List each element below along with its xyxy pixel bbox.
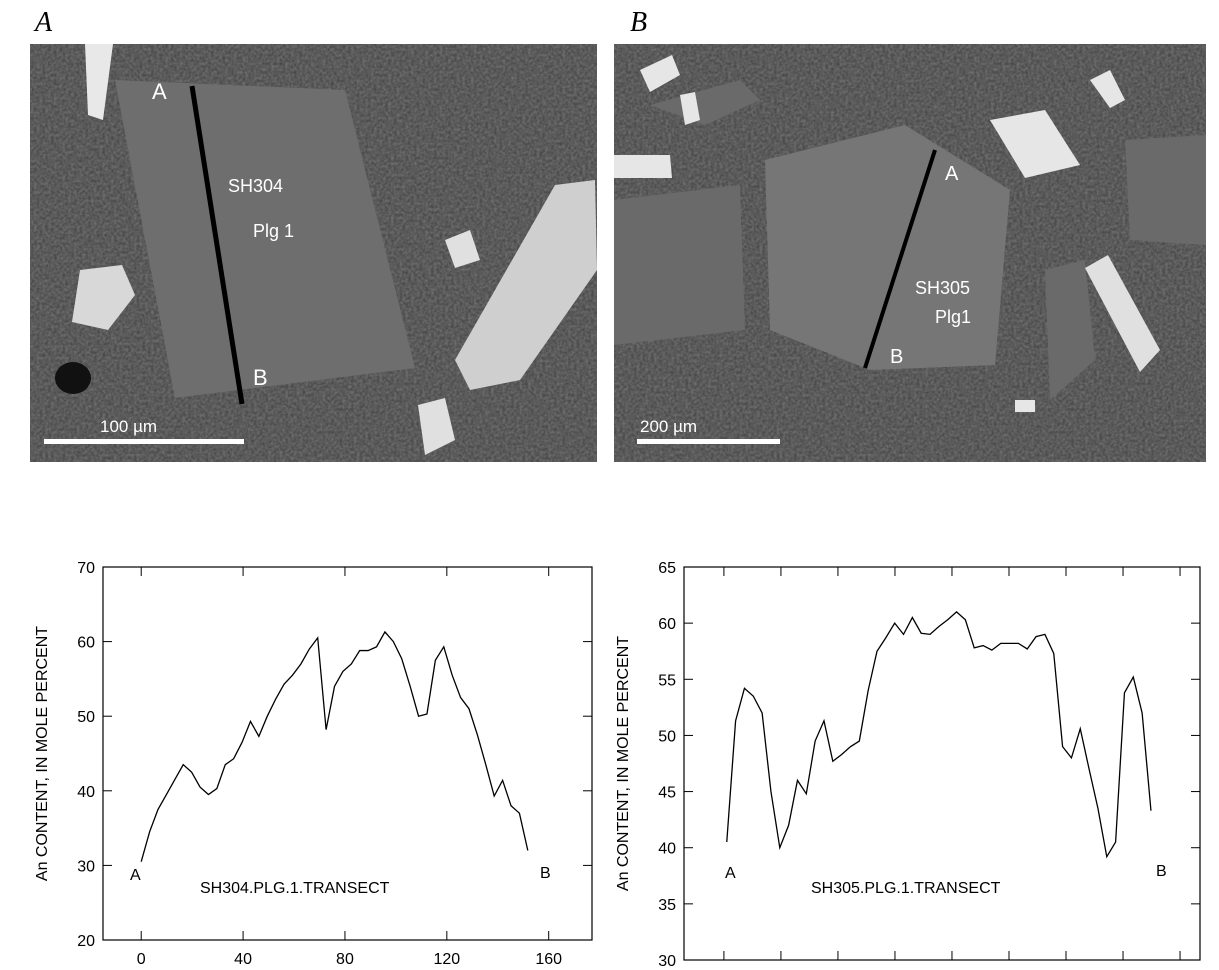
figure: A B SH304 Plg 1 100 µm A A B SH305 Plg1 …: [0, 0, 1219, 970]
y-tick-label: 50: [658, 728, 676, 745]
scale-bar-label: 100 µm: [100, 417, 157, 436]
y-tick-label: 45: [658, 785, 676, 802]
x-tick-label: 120: [433, 951, 460, 968]
x-tick-label: 0: [137, 951, 146, 968]
image-annotation: Plg1: [935, 307, 971, 327]
y-tick-label: 60: [77, 635, 95, 652]
y-axis-label: An CONTENT, IN MOLE PERCENT: [34, 626, 51, 881]
chart-annotation: B: [1156, 863, 1167, 880]
chart-annotation: A: [725, 865, 736, 882]
sem-image: A B SH305 Plg1 200 µm: [614, 44, 1206, 462]
image-annotation: A: [152, 79, 167, 104]
x-tick-label: 80: [336, 951, 354, 968]
chart-annotation: A: [130, 867, 141, 884]
scale-bar-label: 200 µm: [640, 417, 697, 436]
image-annotation: SH304: [228, 176, 283, 196]
x-tick-label: 160: [535, 951, 562, 968]
y-tick-label: 65: [658, 560, 676, 577]
panel-label: A: [33, 7, 53, 38]
plot-frame: [684, 567, 1200, 960]
chart-annotation: SH304.PLG.1.TRANSECT: [200, 880, 390, 897]
y-tick-label: 30: [658, 953, 676, 970]
y-tick-label: 55: [658, 672, 676, 689]
image-annotation: B: [253, 365, 268, 390]
y-tick-label: 60: [658, 616, 676, 633]
y-tick-label: 35: [658, 897, 676, 914]
x-tick-label: 40: [234, 951, 252, 968]
image-annotation: SH305: [915, 278, 970, 298]
y-tick-label: 70: [77, 560, 95, 577]
y-axis-label: An CONTENT, IN MOLE PERCENT: [615, 636, 632, 891]
data-line: [141, 632, 528, 862]
data-line: [727, 612, 1151, 857]
image-annotation: A: [945, 163, 959, 185]
chart-annotation: SH305.PLG.1.TRANSECT: [811, 880, 1001, 897]
y-tick-label: 40: [77, 784, 95, 801]
sem-image: A B SH304 Plg 1 100 µm: [30, 44, 597, 462]
image-annotation: B: [890, 346, 903, 368]
y-tick-label: 30: [77, 858, 95, 875]
chart-annotation: B: [540, 865, 551, 882]
y-tick-label: 40: [658, 841, 676, 858]
panel-label: B: [630, 7, 647, 38]
y-tick-label: 20: [77, 933, 95, 950]
y-tick-label: 50: [77, 709, 95, 726]
image-annotation: Plg 1: [253, 221, 294, 241]
